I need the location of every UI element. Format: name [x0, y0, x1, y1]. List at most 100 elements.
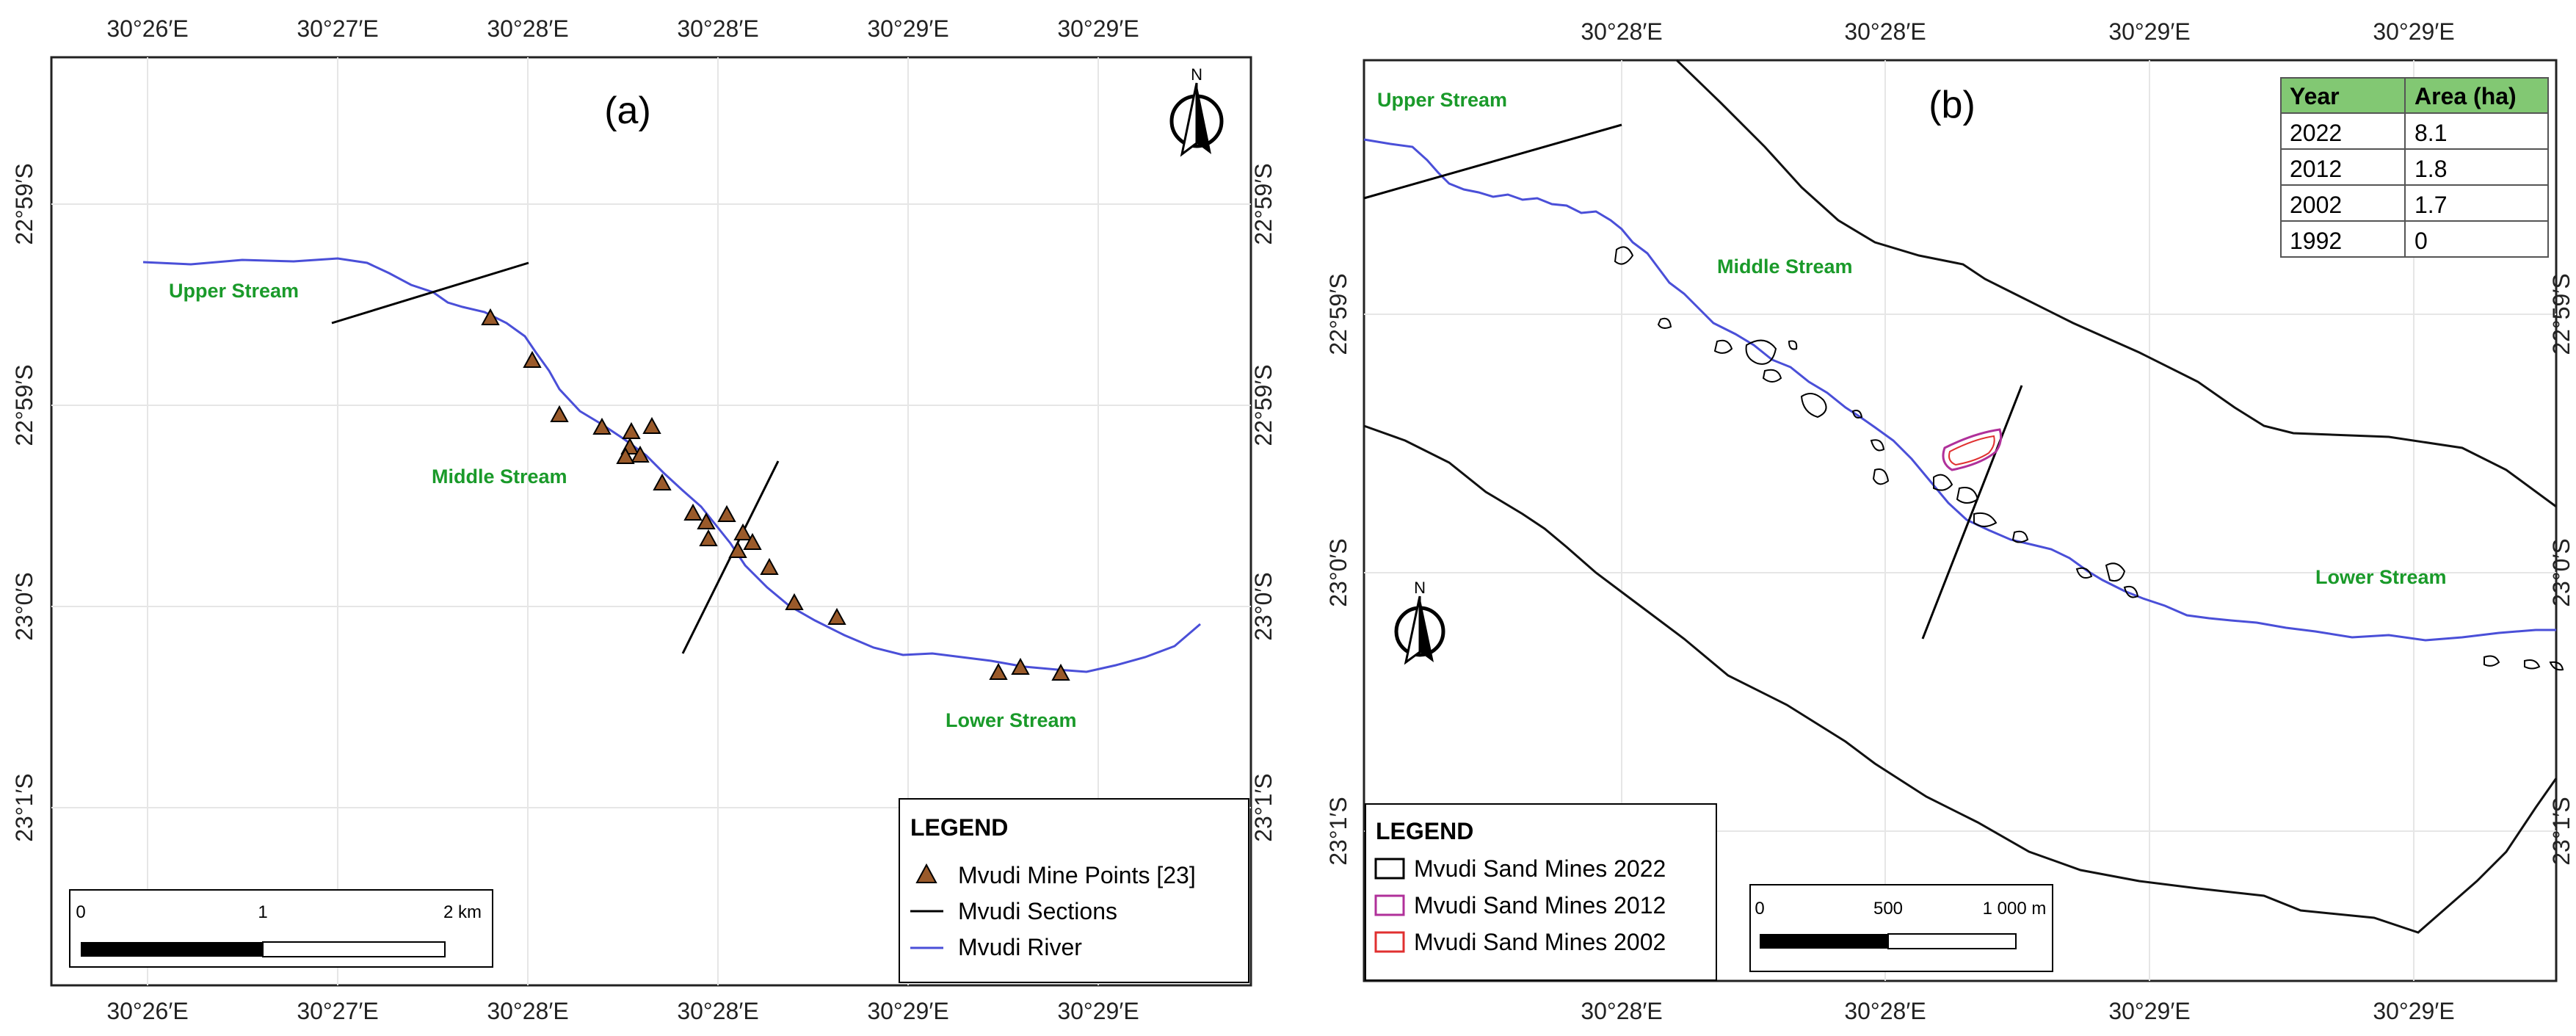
mine-2022-legend-icon — [1374, 858, 1405, 880]
middle-stream-label: Middle Stream — [1717, 256, 1853, 278]
sand-mine-polygon-2012 — [1942, 428, 2003, 471]
map-b-left-tick: 23°1′S — [1325, 797, 1352, 866]
table-cell: 0 — [2414, 228, 2428, 254]
map-b-label: (b) — [1929, 84, 1975, 126]
table-cell: 2012 — [2290, 156, 2342, 182]
mine-point — [550, 405, 569, 422]
legend-title: LEGEND — [1376, 818, 1473, 844]
north-label: N — [1414, 579, 1426, 597]
map-b-left-tick: 22°59′S — [1325, 273, 1352, 355]
sand-mine-polygon — [1800, 393, 1827, 419]
mine-point — [743, 532, 762, 550]
legend-item-label: Mvudi Sections — [958, 898, 1117, 924]
map-a-top-tick: 30°29′E — [867, 15, 948, 42]
map-b-left-tick: 23°0′S — [1325, 538, 1352, 607]
sand-mine-polygon-2002 — [1948, 435, 1995, 466]
map-a-label: (a) — [604, 90, 651, 132]
sand-mine-polygon — [1851, 410, 1863, 419]
sand-mine-polygon — [1614, 246, 1634, 265]
mine-point — [642, 416, 661, 434]
map-b-legend: LEGEND Mvudi Sand Mines 2022 Mvudi Sand … — [1365, 803, 1717, 981]
mine-point — [592, 417, 612, 435]
sand-mine-polygon — [1713, 339, 1733, 354]
mvudi-river — [1363, 138, 2556, 642]
legend-item-label: Mvudi Sand Mines 2022 — [1414, 855, 1666, 882]
north-arrow-icon: N — [1394, 579, 1445, 665]
mine-point — [728, 540, 747, 558]
sand-mine-polygon — [2123, 585, 2139, 598]
middle-stream-label: Middle Stream — [432, 466, 567, 488]
map-a-top-tick: 30°26′E — [106, 15, 188, 42]
mine-point — [989, 662, 1008, 680]
scale-label: 1 — [258, 902, 267, 922]
table-cell: 2002 — [2290, 192, 2342, 218]
table-header: Year — [2290, 83, 2340, 109]
sand-mine-polygon — [1788, 340, 1798, 350]
map-a-bottom-tick: 30°28′E — [677, 998, 758, 1024]
map-a-right-tick: 22°59′S — [1250, 163, 1277, 244]
mine-point — [653, 473, 672, 490]
north-label: N — [1191, 65, 1202, 84]
sand-mine-polygon — [2524, 659, 2541, 670]
mine-point — [1011, 657, 1030, 675]
sand-mines-2022 — [1614, 246, 2564, 671]
catchment-boundary-line — [1675, 59, 2557, 508]
map-b-bottom-tick: 30°28′E — [1581, 998, 1662, 1024]
mine-point — [733, 523, 752, 540]
map-a-right-tick: 22°59′S — [1250, 364, 1277, 446]
lower-stream-label: Lower Stream — [946, 709, 1077, 731]
map-b-grid — [1364, 60, 2556, 981]
mine-point — [523, 350, 542, 368]
map-panel-a: 30°26′E 30°27′E 30°28′E 30°28′E 30°29′E … — [11, 15, 1277, 1024]
map-b-scale-bar: 0 500 1 000 m — [1749, 884, 2053, 972]
table-cell: 1.8 — [2414, 156, 2447, 182]
sand-mine-polygon — [1973, 512, 1998, 527]
map-a-bottom-tick: 30°26′E — [106, 998, 188, 1024]
map-b-top-tick: 30°29′E — [2108, 18, 2190, 45]
map-a-top-tick: 30°28′E — [677, 15, 758, 42]
legend-item-label: Mvudi Mine Points [23] — [958, 862, 1196, 888]
map-b-bottom-tick: 30°29′E — [2373, 998, 2454, 1024]
sand-mine-polygon — [2105, 562, 2126, 582]
upper-stream-label: Upper Stream — [169, 280, 299, 302]
map-b-top-tick: 30°29′E — [2373, 18, 2454, 45]
scale-label: 2 km — [443, 902, 482, 922]
sand-mine-polygon — [1872, 468, 1890, 485]
map-b-top-tick: 30°28′E — [1844, 18, 1926, 45]
sand-mine-polygon — [2484, 655, 2500, 667]
mvudi-section-line — [1363, 123, 1622, 200]
mine-point — [785, 593, 804, 610]
map-a-top-tick: 30°28′E — [487, 15, 568, 42]
scale-label: 1 000 m — [1983, 899, 2047, 919]
scale-label: 0 — [76, 902, 85, 922]
map-b-right-tick: 23°0′S — [2548, 538, 2575, 607]
legend-item-label: Mvudi Sand Mines 2002 — [1414, 929, 1666, 955]
table-cell: 2022 — [2290, 120, 2342, 146]
map-b-right-tick: 23°1′S — [2548, 797, 2575, 866]
mine-point — [616, 446, 635, 464]
map-a-right-tick: 23°0′S — [1250, 572, 1277, 641]
map-a-left-tick: 22°59′S — [11, 163, 37, 244]
mine-point — [1051, 663, 1070, 681]
map-a-left-tick: 23°1′S — [11, 773, 37, 842]
north-arrow-icon: N — [1169, 65, 1224, 157]
sand-mine-polygon — [1762, 369, 1782, 383]
scale-label: 500 — [1873, 899, 1903, 919]
map-a-bottom-tick: 30°29′E — [1057, 998, 1139, 1024]
legend-title: LEGEND — [910, 814, 1008, 841]
mine-point — [827, 607, 846, 625]
sand-mine-polygon — [1933, 474, 1953, 491]
map-b-bottom-tick: 30°29′E — [2108, 998, 2190, 1024]
mine-2012-legend-icon — [1374, 894, 1405, 916]
map-a-top-tick: 30°27′E — [297, 15, 378, 42]
sand-mine-polygon — [1745, 339, 1777, 365]
table-cell: 1992 — [2290, 228, 2342, 254]
map-a-scale-bar: 0 1 2 km — [69, 889, 493, 968]
sand-mine-polygon — [1870, 439, 1885, 452]
mvudi-river — [142, 257, 1201, 673]
mine-point — [683, 503, 703, 521]
mvudi-section-line — [331, 261, 529, 325]
mine-point — [699, 529, 718, 546]
map-panel-b: 30°28′E 30°28′E 30°29′E 30°29′E 30°28′E … — [1325, 18, 2575, 1024]
sand-mine-polygon — [2011, 530, 2029, 543]
